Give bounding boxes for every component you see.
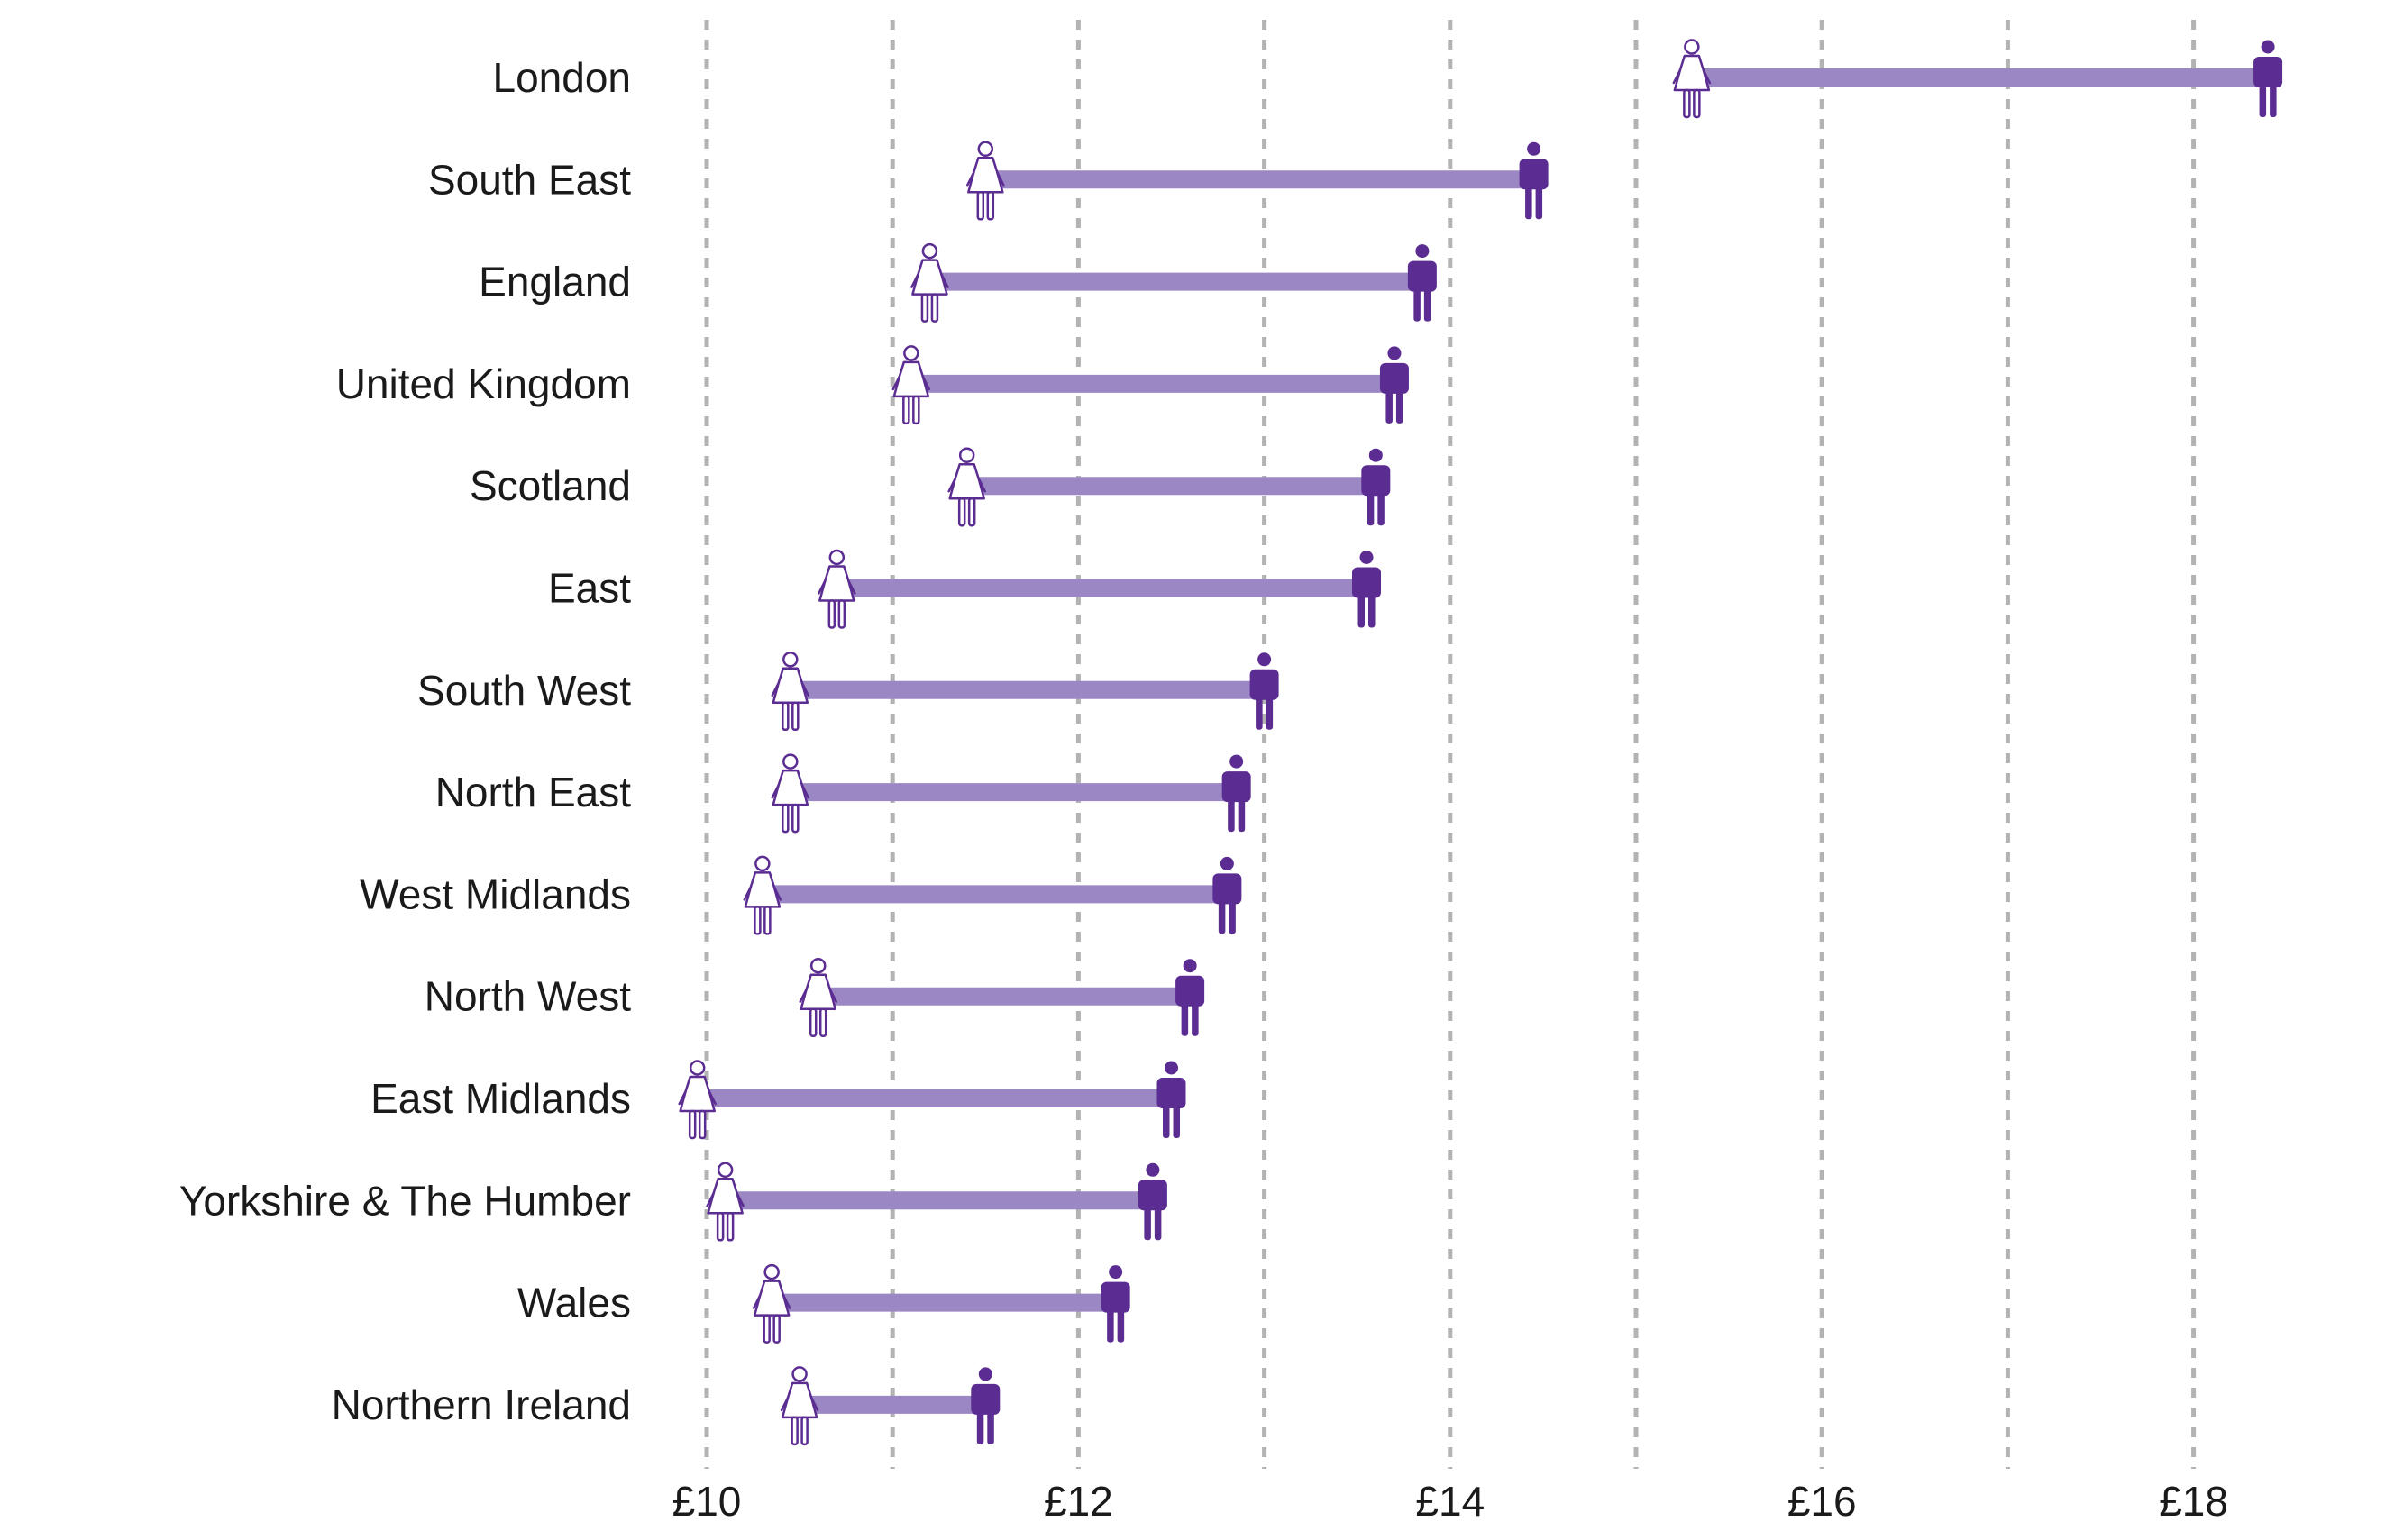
woman-icon <box>771 753 810 834</box>
man-icon <box>1156 1061 1186 1138</box>
category-label: Wales <box>517 1280 631 1326</box>
x-tick-label: £14 <box>1415 1478 1485 1525</box>
dumbbell-row: East <box>548 549 1382 629</box>
category-label: South West <box>417 667 631 714</box>
category-label: West Midlands <box>360 870 631 917</box>
dumbbell-row: South West <box>417 652 1279 732</box>
category-label: Northern Ireland <box>332 1381 631 1428</box>
rows-layer: London South East England United Kingdom Sco… <box>179 39 2283 1446</box>
woman-icon <box>780 1366 819 1446</box>
x-axis: £10 £12 £14 £16 £18 <box>672 1478 2228 1525</box>
woman-icon <box>743 855 782 935</box>
dumbbell-row: London <box>493 39 2283 119</box>
dumbbell-row: United Kingdom <box>336 345 1409 425</box>
woman-icon <box>752 1263 791 1344</box>
dumbbell-row: Wales <box>517 1263 1130 1344</box>
man-icon <box>1519 141 1549 220</box>
category-label: East Midlands <box>370 1075 631 1122</box>
category-label: East <box>548 565 631 612</box>
x-tick-label: £10 <box>672 1478 742 1525</box>
dumbbell-row: North West <box>425 957 1205 1037</box>
category-label: England <box>479 259 631 305</box>
x-tick-label: £18 <box>2159 1478 2228 1525</box>
category-label: Scotland <box>470 462 631 509</box>
man-icon <box>971 1367 1001 1444</box>
woman-icon <box>706 1162 745 1242</box>
woman-icon <box>799 957 837 1037</box>
woman-icon <box>910 242 949 323</box>
woman-icon <box>1672 39 1712 119</box>
man-icon <box>1379 346 1409 424</box>
man-icon <box>1361 448 1391 526</box>
man-icon <box>2253 40 2283 117</box>
dumbbell-row: Scotland <box>470 447 1391 527</box>
dumbbell-row: North East <box>435 753 1251 834</box>
dumbbell-row: England <box>479 242 1437 323</box>
woman-icon <box>678 1060 717 1140</box>
dumbbell-row: South East <box>428 141 1549 221</box>
category-label: Yorkshire & The Humber <box>179 1177 631 1224</box>
category-label: United Kingdom <box>336 360 631 407</box>
x-tick-label: £12 <box>1044 1478 1113 1525</box>
man-icon <box>1101 1265 1130 1343</box>
man-icon <box>1212 856 1242 934</box>
woman-icon <box>771 652 810 732</box>
dumbbell-row: Yorkshire & The Humber <box>179 1162 1167 1242</box>
x-tick-label: £16 <box>1787 1478 1857 1525</box>
dumbbell-row: West Midlands <box>360 855 1242 935</box>
dumbbell-row: East Midlands <box>370 1060 1186 1140</box>
woman-icon <box>947 447 986 527</box>
woman-icon <box>891 345 931 425</box>
woman-icon <box>966 141 1005 221</box>
man-icon <box>1221 754 1251 833</box>
man-icon <box>1175 959 1205 1036</box>
grid-layer <box>704 20 2197 1469</box>
category-label: North East <box>435 769 632 816</box>
category-label: South East <box>428 156 631 203</box>
category-label: London <box>493 54 632 101</box>
dumbbell-row: Northern Ireland <box>332 1366 1001 1446</box>
woman-icon <box>818 549 856 629</box>
man-icon <box>1138 1162 1167 1241</box>
man-icon <box>1352 551 1382 628</box>
man-icon <box>1249 652 1279 730</box>
man-icon <box>1407 244 1437 322</box>
category-label: North West <box>425 973 631 1020</box>
